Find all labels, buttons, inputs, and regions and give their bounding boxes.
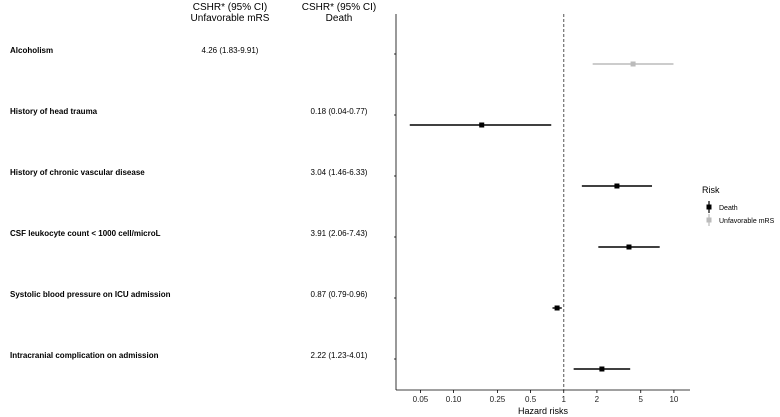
row-value-2: 0.18 (0.04-0.77) [311, 107, 368, 116]
x-tick-label-1: 0.05 [413, 395, 429, 404]
x-tick-label-4: 0.5 [525, 395, 537, 404]
point-estimate-5 [554, 305, 560, 311]
point-estimate-4 [626, 244, 632, 250]
x-tick-label-3: 0.25 [490, 395, 506, 404]
legend-key-box-1 [706, 204, 712, 210]
row-label-2: History of head trauma [10, 107, 98, 116]
column-header-1-line1: CSHR* (95% CI) [193, 2, 267, 13]
x-tick-label-2: 0.10 [446, 395, 462, 404]
x-tick-label-6: 2 [595, 395, 600, 404]
point-estimate-2 [479, 122, 485, 128]
row-label-6: Intracranial complication on admission [10, 351, 159, 360]
column-header-2-line1: CSHR* (95% CI) [302, 2, 376, 13]
legend-label-1: Death [719, 205, 738, 212]
legend-title: Risk [702, 185, 720, 195]
row-value-5: 0.87 (0.79-0.96) [311, 290, 368, 299]
point-estimate-6 [599, 366, 605, 372]
x-tick-label-5: 1 [562, 395, 567, 404]
row-label-1: Alcoholism [10, 46, 53, 55]
row-value-1: 4.26 (1.83-9.91) [202, 46, 259, 55]
row-value-4: 3.91 (2.06-7.43) [311, 229, 368, 238]
point-estimate-3 [614, 183, 620, 189]
column-header-1-line2: Unfavorable mRS [191, 13, 270, 24]
point-estimate-1 [630, 61, 636, 67]
legend-label-2: Unfavorable mRS [719, 218, 775, 225]
row-label-5: Systolic blood pressure on ICU admission [10, 290, 171, 299]
legend-key-box-2 [706, 217, 712, 223]
x-axis-title: Hazard risks [518, 406, 569, 416]
row-value-3: 3.04 (1.46-6.33) [311, 168, 368, 177]
row-label-4: CSF leukocyte count < 1000 cell/microL [10, 229, 161, 238]
row-label-3: History of chronic vascular disease [10, 168, 145, 177]
x-tick-label-8: 10 [669, 395, 678, 404]
row-value-6: 2.22 (1.23-4.01) [311, 351, 368, 360]
x-tick-label-7: 5 [639, 395, 644, 404]
column-header-2-line2: Death [326, 13, 353, 24]
